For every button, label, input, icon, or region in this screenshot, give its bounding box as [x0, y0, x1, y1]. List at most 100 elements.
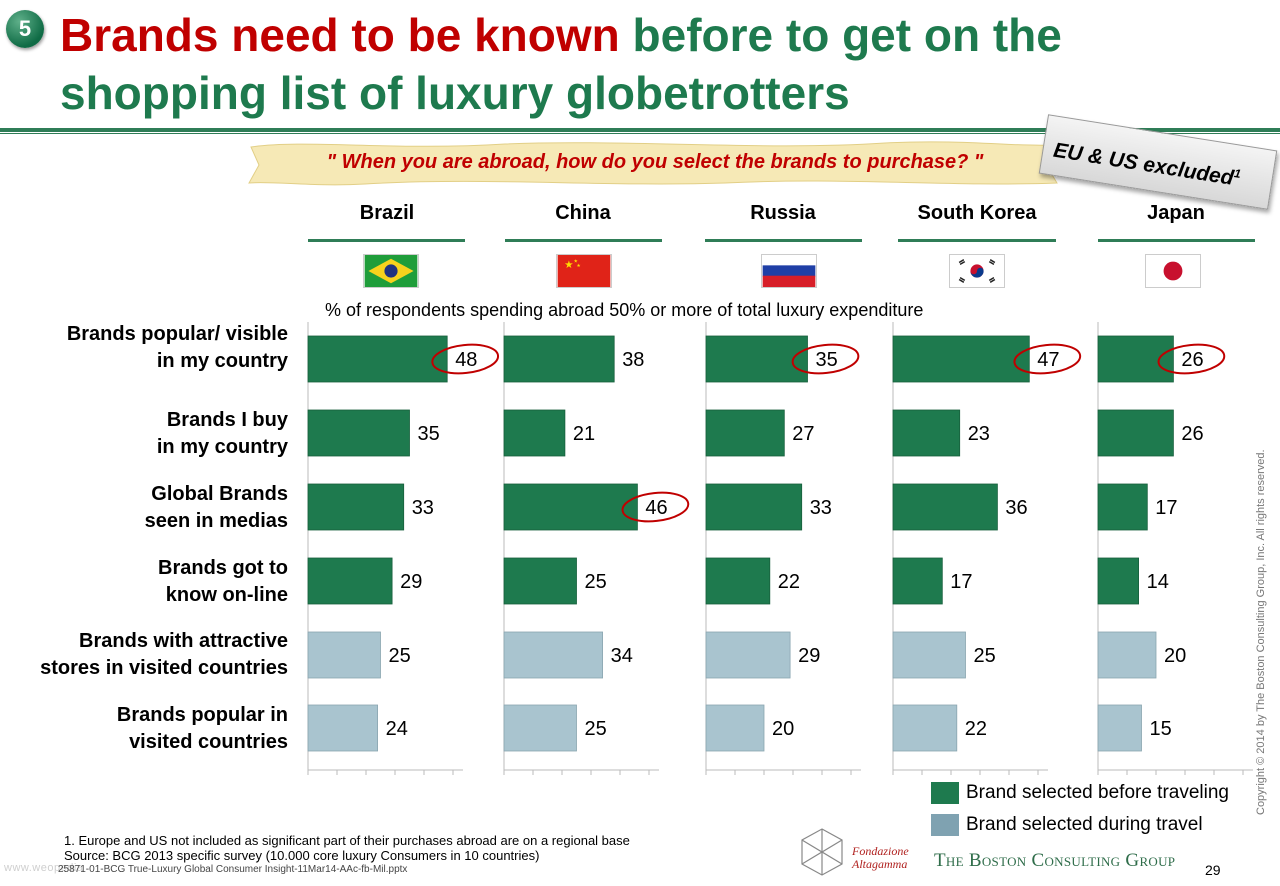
data-label-china-5: 25: [585, 718, 607, 740]
bar-japan-4: [1097, 631, 1157, 679]
bar-brazil-5: [307, 704, 378, 752]
bar-china-1: [503, 409, 566, 457]
legend-label-during: Brand selected during travel: [966, 814, 1203, 835]
svg-text:★: ★: [576, 263, 580, 268]
data-label-south-korea-3: 17: [950, 571, 972, 593]
bar-russia-4: [705, 631, 791, 679]
data-label-russia-1: 27: [792, 423, 814, 445]
bar-china-5: [503, 704, 577, 752]
highlight-circle-brazil-0: [431, 343, 500, 375]
footnote-note: 1. Europe and US not included as signifi…: [64, 833, 630, 848]
country-rule-japan: [1098, 239, 1255, 242]
title-divider: [0, 128, 1280, 132]
row-label-popular-my-country: Brands popular/ visible in my country: [66, 323, 288, 372]
legend-label-before: Brand selected before traveling: [966, 782, 1229, 803]
bar-japan-5: [1097, 704, 1142, 752]
bar-russia-2: [705, 483, 803, 531]
bar-china-2: [503, 483, 638, 531]
slide-title: Brands need to be known before to get on…: [60, 6, 1180, 122]
data-label-russia-4: 29: [798, 645, 820, 667]
bar-south-korea-3: [892, 557, 943, 605]
row-label-global-medias: Global Brands seen in medias: [144, 483, 288, 532]
bar-japan-1: [1097, 409, 1174, 457]
altagamma-logo-icon: [801, 828, 843, 876]
data-label-brazil-5: 24: [386, 718, 408, 740]
data-label-japan-3: 14: [1147, 571, 1169, 593]
japan-flag-icon: [1145, 254, 1201, 288]
highlight-circle-japan-0: [1157, 343, 1226, 375]
bar-russia-3: [705, 557, 771, 605]
south-korea-flag-icon: [949, 254, 1005, 288]
altagamma-line2: Altagamma: [852, 857, 908, 871]
scroll-banner-icon: [248, 141, 1058, 186]
bar-south-korea-5: [892, 704, 958, 752]
data-label-japan-4: 20: [1164, 645, 1186, 667]
bar-japan-2: [1097, 483, 1148, 531]
data-label-china-3: 25: [585, 571, 607, 593]
svg-text:★: ★: [574, 259, 578, 264]
file-reference: 25871-01-BCG True-Luxury Global Consumer…: [58, 864, 408, 875]
data-label-japan-2: 17: [1155, 497, 1177, 519]
legend-swatch-during: [931, 814, 959, 836]
country-rule-south-korea: [898, 239, 1056, 242]
bar-south-korea-0: [892, 335, 1030, 383]
data-label-brazil-4: 25: [389, 645, 411, 667]
data-label-brazil-3: 29: [400, 571, 422, 593]
country-south-korea: South Korea: [917, 202, 1037, 224]
data-label-russia-3: 22: [778, 571, 800, 593]
data-label-south-korea-0: 47: [1037, 349, 1059, 371]
bar-china-4: [503, 631, 603, 679]
data-label-south-korea-5: 22: [965, 718, 987, 740]
bar-russia-5: [705, 704, 765, 752]
data-label-south-korea-1: 23: [968, 423, 990, 445]
country-japan: Japan: [1147, 202, 1205, 224]
row-label-online: Brands got to know on-line: [158, 557, 288, 606]
data-label-china-1: 21: [573, 423, 595, 445]
svg-text:★: ★: [564, 260, 573, 271]
data-label-brazil-0: 48: [455, 349, 477, 371]
data-label-south-korea-4: 25: [974, 645, 996, 667]
highlight-circle-china-2: [621, 491, 690, 523]
country-rule-china: [505, 239, 662, 242]
copyright-notice: Copyright © 2014 by The Boston Consultin…: [1255, 449, 1267, 815]
footnote: 1. Europe and US not included as signifi…: [64, 833, 630, 863]
data-label-brazil-1: 35: [418, 423, 440, 445]
slide-number-badge: 5: [6, 10, 44, 48]
row-label-attractive-stores: Brands with attractive stores in visited …: [40, 630, 288, 679]
country-rule-brazil: [308, 239, 465, 242]
bar-brazil-3: [307, 557, 393, 605]
russia-flag-icon: [761, 254, 817, 288]
data-label-china-0: 38: [622, 349, 644, 371]
page-number: 29: [1205, 862, 1221, 878]
bar-south-korea-4: [892, 631, 966, 679]
country-brazil: Brazil: [359, 202, 415, 224]
bar-russia-1: [705, 409, 785, 457]
china-flag-icon: ★ ★★: [556, 254, 612, 288]
legend-swatch-before: [931, 782, 959, 804]
bar-china-0: [503, 335, 615, 383]
title-divider-thin: [0, 133, 1280, 134]
highlight-circle-south-korea-0: [1013, 343, 1082, 375]
brazil-flag-icon: [363, 254, 419, 288]
country-russia: Russia: [750, 202, 816, 224]
data-label-brazil-2: 33: [412, 497, 434, 519]
bar-japan-3: [1097, 557, 1139, 605]
country-rule-russia: [705, 239, 862, 242]
bar-brazil-4: [307, 631, 381, 679]
data-label-russia-5: 20: [772, 718, 794, 740]
row-label-popular-visited: Brands popular in visited countries: [116, 704, 288, 753]
altagamma-line1: Fondazione: [852, 844, 909, 858]
bar-brazil-1: [307, 409, 410, 457]
footnote-source: Source: BCG 2013 specific survey (10.000…: [64, 848, 540, 863]
bar-china-3: [503, 557, 577, 605]
chart-subtitle: % of respondents spending abroad 50% or …: [325, 300, 924, 320]
data-label-japan-5: 15: [1150, 718, 1172, 740]
data-label-japan-0: 26: [1181, 349, 1203, 371]
title-highlight: Brands need to be known: [60, 9, 620, 61]
data-label-south-korea-2: 36: [1005, 497, 1027, 519]
bar-brazil-2: [307, 483, 405, 531]
bar-brazil-0: [307, 335, 448, 383]
country-china: China: [555, 202, 611, 224]
bar-japan-0: [1097, 335, 1174, 383]
